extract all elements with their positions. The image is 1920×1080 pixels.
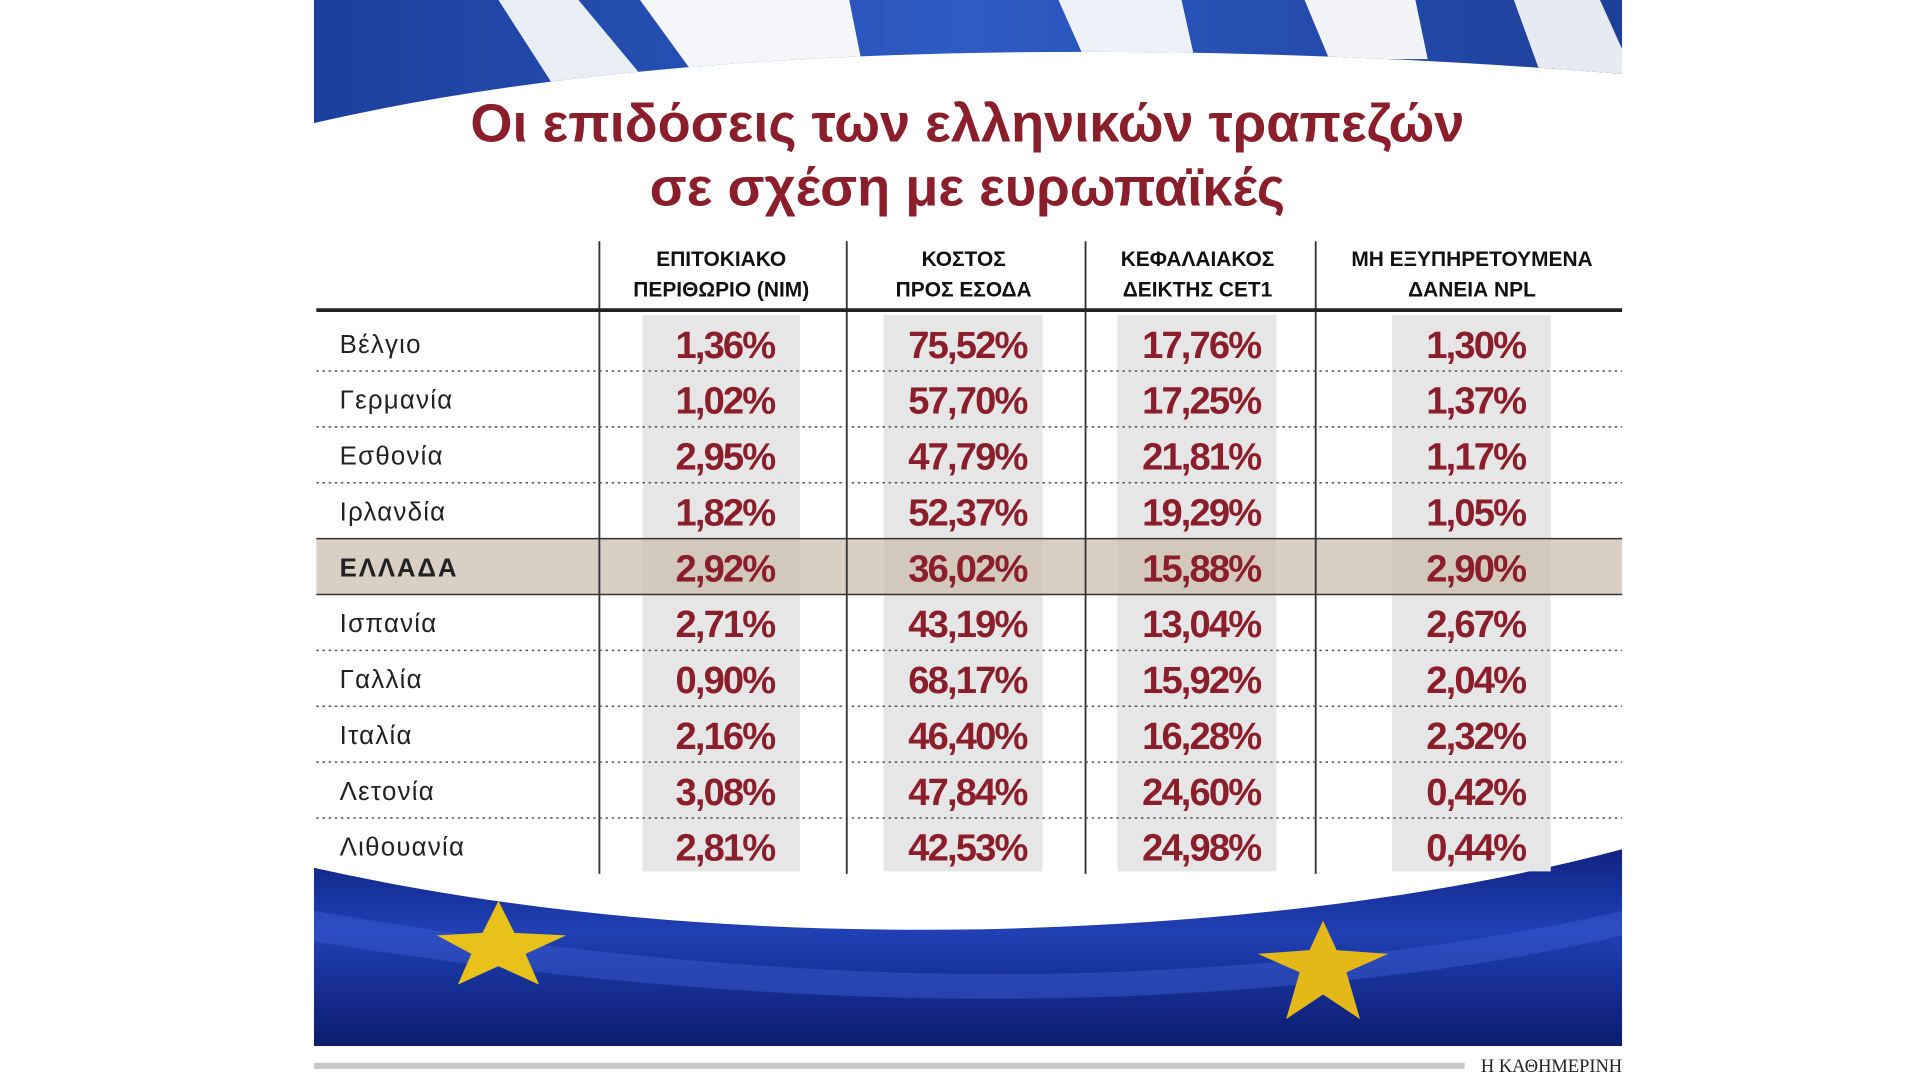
source: Η ΚΑΘΗΜΕΡΙΝΗ [1481, 1056, 1622, 1076]
cell-value: 75,52% [908, 324, 1027, 367]
cell-value: 1,82% [675, 491, 775, 534]
cell-value: 2,81% [675, 827, 775, 870]
cell-value: 1,37% [1426, 380, 1526, 423]
column-header: ΕΠΙΤΟΚΙΑΚΟ [656, 248, 786, 271]
cell-value: 24,98% [1142, 827, 1261, 870]
highlight-cell [883, 538, 1043, 595]
country-label: Ιταλία [340, 722, 413, 750]
cell-value: 17,25% [1142, 380, 1261, 423]
cell-value: 52,37% [908, 491, 1027, 534]
country-label: Γαλλία [340, 666, 423, 694]
country-label: Γερμανία [340, 387, 454, 415]
title-line: Οι επιδόσεις των ελληνικών τραπεζών [470, 94, 1464, 154]
cell-value: 2,71% [675, 603, 775, 646]
highlight-cell [1392, 538, 1551, 595]
highlight-cell [642, 538, 800, 595]
country-label: Ιρλανδία [340, 498, 447, 526]
cell-value: 68,17% [908, 659, 1027, 702]
cell-value: 47,79% [908, 436, 1027, 479]
cell-value: 16,28% [1142, 715, 1261, 758]
cell-value: 1,30% [1426, 324, 1526, 367]
column-header: ΜΗ ΕΞΥΠΗΡΕΤΟΥΜΕΝΑ [1351, 248, 1592, 271]
cell-value: 24,60% [1142, 771, 1261, 814]
table: ΕΠΙΤΟΚΙΑΚΟ ΠΕΡΙΘΩΡΙΟ (NIM) ΚΟΣΤΟΣ ΠΡΟΣ ΕΣΟΔ… [316, 241, 1623, 874]
cell-value: 46,40% [908, 715, 1027, 758]
cell-value: 15,88% [1142, 547, 1261, 590]
cell-value: 21,81% [1142, 436, 1261, 479]
column-header: ΚΟΣΤΟΣ [922, 248, 1006, 271]
cell-value: 13,04% [1142, 603, 1261, 646]
cell-value: 2,32% [1426, 715, 1526, 758]
cell-value: 19,29% [1142, 491, 1261, 534]
cell-value: 47,84% [908, 771, 1027, 814]
cell-value: 0,90% [675, 659, 775, 702]
cell-value: 1,05% [1426, 491, 1526, 534]
cell-value: 43,19% [908, 603, 1027, 646]
cell-value: 17,76% [1142, 324, 1261, 367]
cell-value: 2,04% [1426, 659, 1526, 702]
highlight-cell [1117, 538, 1277, 595]
cell-value: 57,70% [908, 380, 1027, 423]
country-label: Ισπανία [340, 610, 438, 638]
cell-value: 42,53% [908, 827, 1027, 870]
country-label: Βέλγιο [340, 331, 422, 359]
cell-value: 2,90% [1426, 547, 1526, 590]
column-header: ΔΑΝΕΙΑ NPL [1408, 279, 1536, 302]
country-label: Εσθονία [340, 443, 444, 471]
cell-value: 36,02% [908, 547, 1027, 590]
country-label: ΕΛΛΑΔΑ [340, 554, 459, 582]
column-header: ΠΕΡΙΘΩΡΙΟ (NIM) [633, 279, 809, 302]
column-header: ΠΡΟΣ ΕΣΟΔΑ [896, 279, 1032, 302]
title-line: σε σχέση με ευρωπαϊκές [650, 158, 1285, 218]
cell-value: 0,44% [1426, 827, 1526, 870]
cell-value: 1,36% [675, 324, 775, 367]
cell-value: 2,95% [675, 436, 775, 479]
cell-value: 3,08% [675, 771, 775, 814]
column-header: ΚΕΦΑΛΑΙΑΚΟΣ [1121, 248, 1275, 271]
cell-value: 1,02% [675, 380, 775, 423]
cell-value: 1,17% [1426, 436, 1526, 479]
cell-value: 2,92% [675, 547, 775, 590]
cell-value: 15,92% [1142, 659, 1261, 702]
cell-value: 0,42% [1426, 771, 1526, 814]
column-header: ΔΕΙΚΤΗΣ CET1 [1123, 279, 1273, 302]
country-label: Λιθουανία [340, 834, 465, 862]
country-label: Λετονία [340, 778, 435, 806]
cell-value: 2,16% [675, 715, 775, 758]
cell-value: 2,67% [1426, 603, 1526, 646]
